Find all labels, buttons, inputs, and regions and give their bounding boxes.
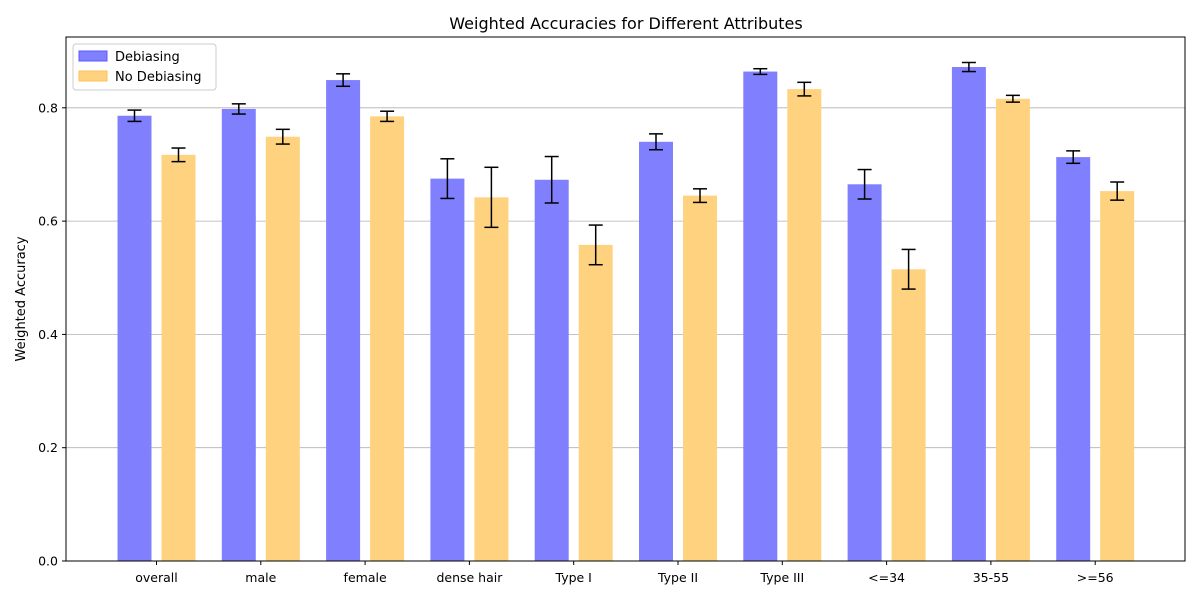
bar (370, 116, 405, 561)
y-tick-label: 0.4 (38, 327, 58, 342)
bar (578, 244, 613, 561)
bar (787, 89, 822, 561)
bar (683, 195, 717, 561)
x-tick-label: Type II (657, 570, 698, 585)
bars (117, 67, 1135, 562)
bar (474, 197, 509, 561)
bar (1100, 191, 1135, 561)
bar (1056, 157, 1091, 561)
bar (265, 136, 300, 562)
x-tick-label: <=34 (868, 570, 905, 585)
bar (117, 115, 152, 561)
x-tick-label: female (344, 570, 387, 585)
bar (891, 269, 926, 561)
legend-swatch (78, 70, 108, 82)
x-tick-label: overall (135, 570, 177, 585)
x-tick-label: dense hair (436, 570, 503, 585)
bar (743, 71, 778, 562)
bar (430, 178, 465, 561)
legend-box (72, 43, 217, 91)
bar (534, 179, 569, 562)
x-tick-label: 35-55 (973, 570, 1009, 585)
error-bars (127, 61, 1125, 290)
legend-label: Debiasing (115, 50, 180, 65)
x-tick-label: Type III (759, 570, 804, 585)
legend-swatch (78, 50, 108, 62)
chart-title: Weighted Accuracies for Different Attrib… (449, 14, 802, 33)
legend-label: No Debiasing (115, 70, 202, 85)
y-tick-label: 0.2 (38, 440, 58, 455)
x-tick-label: >=56 (1077, 570, 1114, 585)
bar (639, 141, 673, 562)
y-tick-label: 0.6 (38, 214, 58, 229)
y-tick-label: 0.8 (38, 100, 58, 115)
x-tick-label: Type I (555, 570, 592, 585)
x-tick-label: male (245, 570, 276, 585)
plot-frame (65, 36, 1186, 562)
y-axis-label: Weighted Accuracy (14, 236, 29, 361)
bar (161, 154, 196, 561)
bar (995, 98, 1030, 562)
axes: 0.0 0.2 0.4 0.6 0.8 overall male female dense ha… (38, 36, 1186, 585)
bar (951, 67, 986, 562)
bar (847, 184, 882, 561)
y-tick-label: 0.0 (38, 554, 58, 569)
legend: Debiasing No Debiasing (72, 43, 217, 91)
bar (221, 108, 256, 561)
bar (326, 80, 361, 561)
